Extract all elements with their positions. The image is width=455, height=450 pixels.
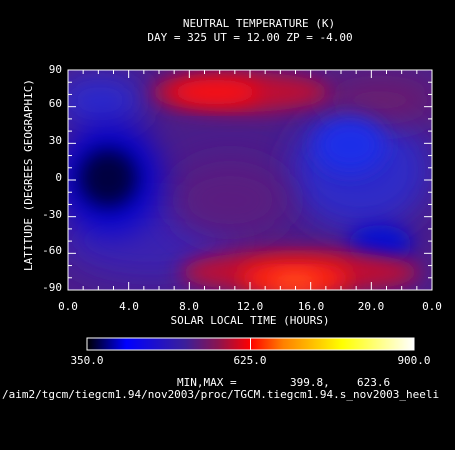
x-tick-label: 16.0 [297, 300, 325, 313]
min-value: 399.8, [290, 376, 330, 389]
y-tick-label: -30 [42, 208, 62, 221]
x-tick-label: 12.0 [236, 300, 264, 313]
footer-path: /aim2/tgcm/tiegcm1.94/nov2003/proc/TGCM.… [2, 388, 440, 401]
y-tick-label: -90 [42, 281, 62, 294]
x-axis-label: SOLAR LOCAL TIME (HOURS) [170, 314, 330, 327]
colorbar-min-label: 350.0 [70, 354, 104, 367]
x-tick-label: 0.0 [58, 300, 78, 313]
y-tick-label: 60 [48, 97, 62, 110]
y-tick-label: 30 [48, 134, 62, 147]
x-tick-label: 0.0 [422, 300, 442, 313]
x-tick-label: 20.0 [357, 300, 385, 313]
y-tick-label: 90 [48, 63, 62, 76]
axis-ticks [67, 69, 433, 291]
chart-title: NEUTRAL TEMPERATURE (K) [182, 17, 336, 30]
max-value: 623.6 [357, 376, 391, 389]
y-axis-label: LATITUDE (DEGREES GEOGRAPHIC) [22, 78, 35, 272]
minmax-label: MIN,MAX = [177, 376, 237, 389]
x-tick-label: 4.0 [119, 300, 139, 313]
x-tick-label: 8.0 [179, 300, 199, 313]
colorbar-max-label: 900.0 [397, 354, 431, 367]
y-tick-label: -60 [42, 244, 62, 257]
y-tick-label: 0 [55, 171, 62, 184]
chart-subtitle: DAY = 325 UT = 12.00 ZP = -4.00 [147, 31, 353, 44]
heatmap-field [68, 70, 432, 290]
colorbar-mid-label: 625.0 [233, 354, 267, 367]
